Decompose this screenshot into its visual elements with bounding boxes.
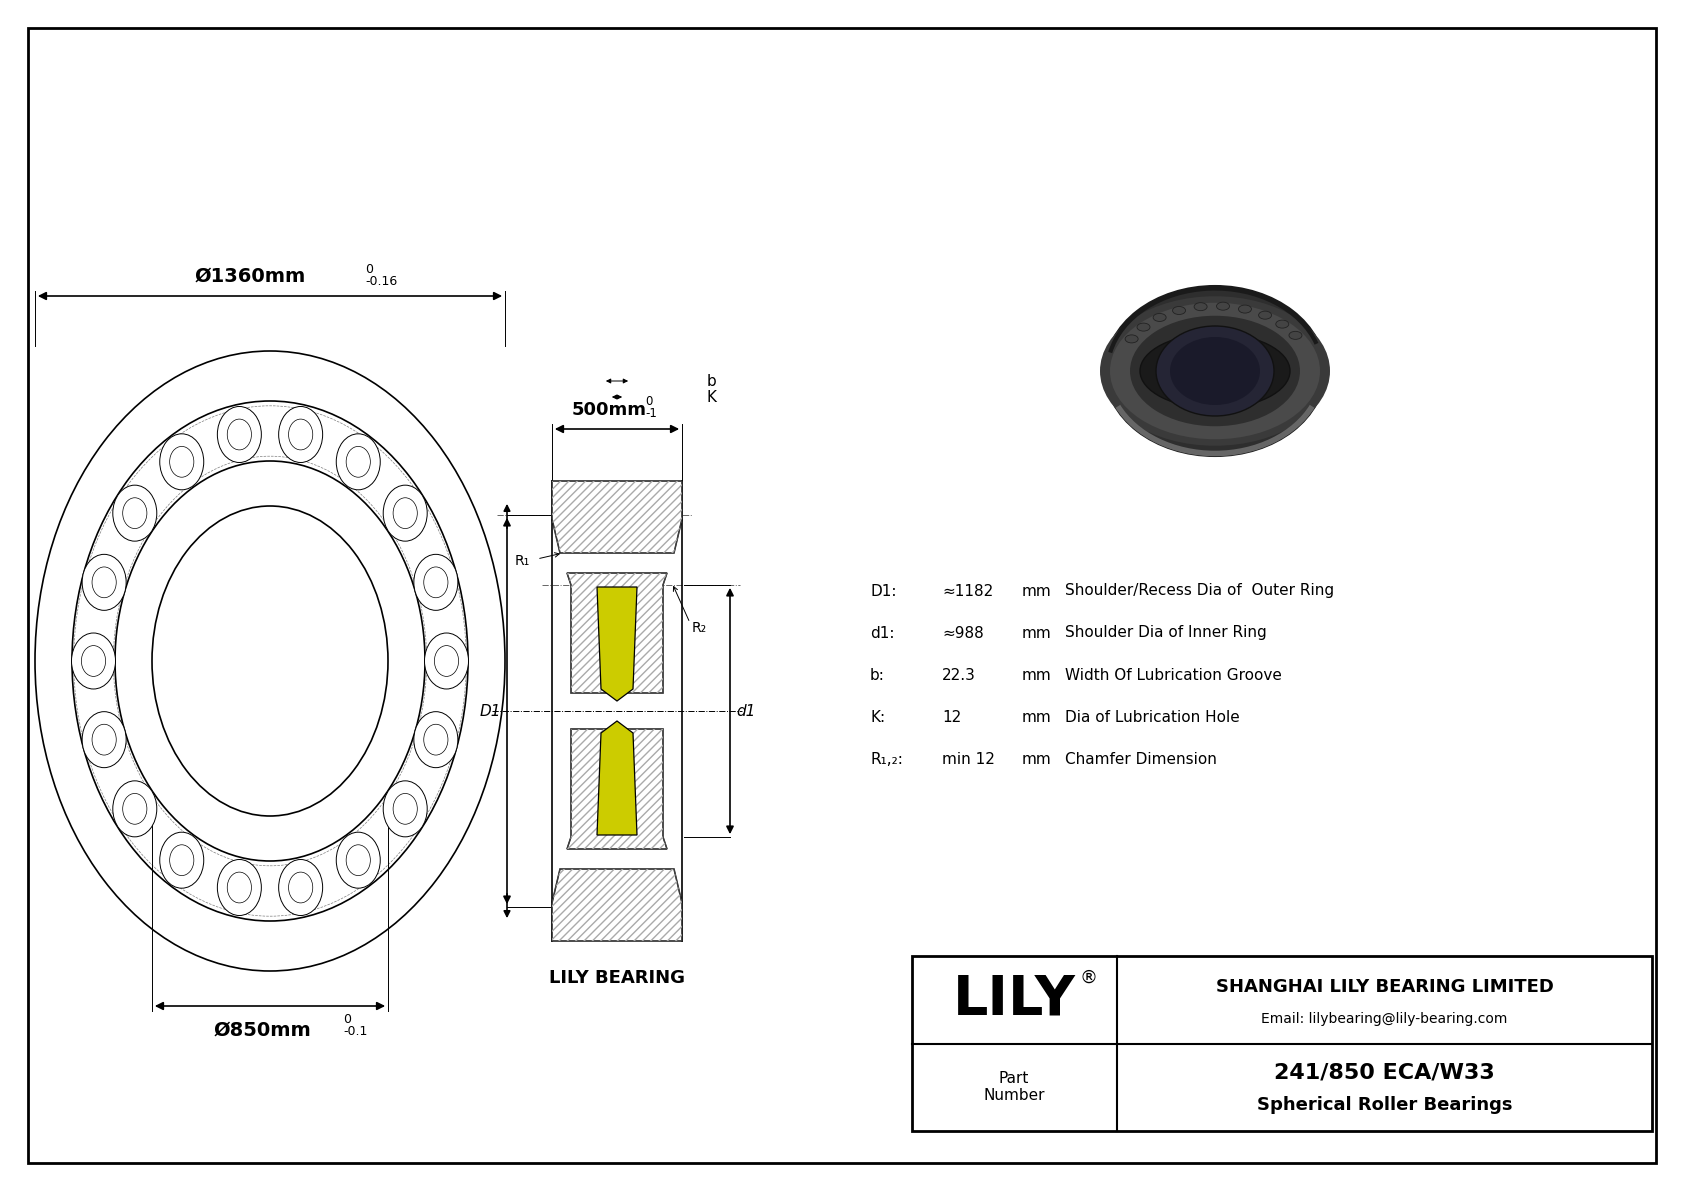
Ellipse shape bbox=[1238, 305, 1251, 313]
Text: 22.3: 22.3 bbox=[941, 667, 975, 682]
Text: SHANGHAI LILY BEARING LIMITED: SHANGHAI LILY BEARING LIMITED bbox=[1216, 979, 1553, 997]
Ellipse shape bbox=[384, 485, 428, 541]
Text: K:: K: bbox=[871, 710, 886, 724]
Text: ®: ® bbox=[1079, 968, 1096, 987]
Text: mm: mm bbox=[1022, 667, 1052, 682]
Ellipse shape bbox=[1172, 306, 1186, 314]
Polygon shape bbox=[552, 869, 682, 941]
Text: LILY: LILY bbox=[953, 973, 1076, 1027]
Ellipse shape bbox=[83, 712, 126, 768]
Text: b: b bbox=[707, 374, 717, 388]
Text: Width Of Lubrication Groove: Width Of Lubrication Groove bbox=[1064, 667, 1282, 682]
Text: mm: mm bbox=[1022, 625, 1052, 641]
Text: 241/850 ECA/W33: 241/850 ECA/W33 bbox=[1275, 1062, 1495, 1083]
Polygon shape bbox=[598, 721, 637, 835]
Text: Spherical Roller Bearings: Spherical Roller Bearings bbox=[1256, 1096, 1512, 1114]
Ellipse shape bbox=[337, 833, 381, 888]
Text: Email: lilybearing@lily-bearing.com: Email: lilybearing@lily-bearing.com bbox=[1261, 1012, 1507, 1025]
Polygon shape bbox=[598, 587, 637, 701]
Ellipse shape bbox=[160, 434, 204, 490]
Ellipse shape bbox=[424, 632, 468, 690]
Text: Chamfer Dimension: Chamfer Dimension bbox=[1064, 752, 1218, 767]
Ellipse shape bbox=[1100, 297, 1330, 445]
Ellipse shape bbox=[1155, 326, 1275, 416]
Text: R₁: R₁ bbox=[515, 554, 530, 568]
Ellipse shape bbox=[71, 632, 116, 690]
Text: 0: 0 bbox=[344, 1014, 350, 1025]
Text: -0.16: -0.16 bbox=[365, 275, 397, 288]
Ellipse shape bbox=[113, 781, 157, 837]
Text: 500mm: 500mm bbox=[571, 401, 647, 419]
Text: Shoulder Dia of Inner Ring: Shoulder Dia of Inner Ring bbox=[1064, 625, 1266, 641]
Text: LILY BEARING: LILY BEARING bbox=[549, 969, 685, 987]
Ellipse shape bbox=[1125, 335, 1138, 343]
Text: mm: mm bbox=[1022, 752, 1052, 767]
Ellipse shape bbox=[1194, 303, 1207, 311]
Ellipse shape bbox=[83, 554, 126, 610]
Text: Part
Number: Part Number bbox=[983, 1071, 1044, 1103]
Ellipse shape bbox=[1276, 320, 1288, 328]
Text: -1: -1 bbox=[645, 407, 657, 420]
Ellipse shape bbox=[1110, 303, 1320, 439]
Text: -0.1: -0.1 bbox=[344, 1025, 367, 1039]
Text: mm: mm bbox=[1022, 584, 1052, 599]
Ellipse shape bbox=[113, 485, 157, 541]
Ellipse shape bbox=[160, 833, 204, 888]
Ellipse shape bbox=[1105, 286, 1325, 456]
Text: 12: 12 bbox=[941, 710, 962, 724]
Ellipse shape bbox=[217, 860, 261, 916]
Polygon shape bbox=[568, 573, 667, 693]
Text: 0: 0 bbox=[365, 263, 372, 276]
Text: d1:: d1: bbox=[871, 625, 894, 641]
Text: Ø850mm: Ø850mm bbox=[214, 1021, 312, 1040]
Ellipse shape bbox=[1140, 333, 1290, 409]
Text: mm: mm bbox=[1022, 710, 1052, 724]
Ellipse shape bbox=[1123, 300, 1307, 442]
Ellipse shape bbox=[414, 554, 458, 610]
Ellipse shape bbox=[1258, 311, 1271, 319]
Ellipse shape bbox=[1130, 316, 1300, 426]
Ellipse shape bbox=[1137, 311, 1293, 431]
Text: R₂: R₂ bbox=[692, 621, 707, 635]
Text: Dia of Lubrication Hole: Dia of Lubrication Hole bbox=[1064, 710, 1239, 724]
Ellipse shape bbox=[1288, 331, 1302, 339]
Text: ≈988: ≈988 bbox=[941, 625, 983, 641]
Text: Ø1360mm: Ø1360mm bbox=[194, 267, 305, 286]
Text: 0: 0 bbox=[645, 395, 652, 409]
Text: D1: D1 bbox=[480, 704, 502, 718]
Ellipse shape bbox=[278, 406, 323, 462]
Polygon shape bbox=[552, 481, 682, 553]
Text: R₁,₂:: R₁,₂: bbox=[871, 752, 903, 767]
Bar bbox=[913, 956, 1652, 1131]
Ellipse shape bbox=[278, 860, 323, 916]
Ellipse shape bbox=[1137, 323, 1150, 331]
Ellipse shape bbox=[337, 434, 381, 490]
Text: b:: b: bbox=[871, 667, 884, 682]
Text: Shoulder/Recess Dia of  Outer Ring: Shoulder/Recess Dia of Outer Ring bbox=[1064, 584, 1334, 599]
Ellipse shape bbox=[1154, 313, 1165, 322]
Ellipse shape bbox=[384, 781, 428, 837]
Text: ≈1182: ≈1182 bbox=[941, 584, 994, 599]
Text: K: K bbox=[707, 389, 717, 405]
Text: min 12: min 12 bbox=[941, 752, 995, 767]
Ellipse shape bbox=[1216, 303, 1229, 310]
Ellipse shape bbox=[217, 406, 261, 462]
Text: D1:: D1: bbox=[871, 584, 896, 599]
Ellipse shape bbox=[414, 712, 458, 768]
Ellipse shape bbox=[1170, 337, 1260, 405]
Polygon shape bbox=[568, 729, 667, 849]
Text: d1: d1 bbox=[736, 704, 756, 718]
